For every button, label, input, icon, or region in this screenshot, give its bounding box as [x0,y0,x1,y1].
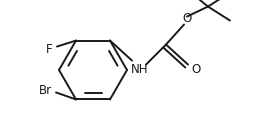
Text: Br: Br [39,84,52,97]
Text: O: O [182,12,192,25]
Text: F: F [46,43,53,56]
Text: O: O [191,63,201,76]
Text: NH: NH [131,63,149,76]
